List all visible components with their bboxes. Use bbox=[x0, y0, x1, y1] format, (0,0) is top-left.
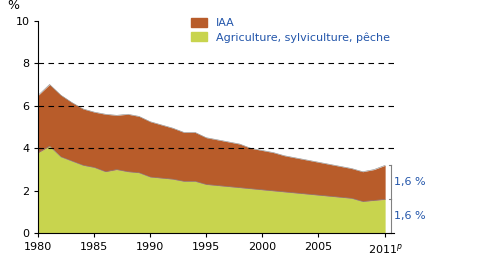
Y-axis label: %: % bbox=[7, 0, 19, 12]
Text: 1,6 %: 1,6 % bbox=[394, 177, 425, 187]
Legend: IAA, Agriculture, sylviculture, pêche: IAA, Agriculture, sylviculture, pêche bbox=[189, 15, 392, 45]
Text: 1,6 %: 1,6 % bbox=[394, 211, 425, 221]
